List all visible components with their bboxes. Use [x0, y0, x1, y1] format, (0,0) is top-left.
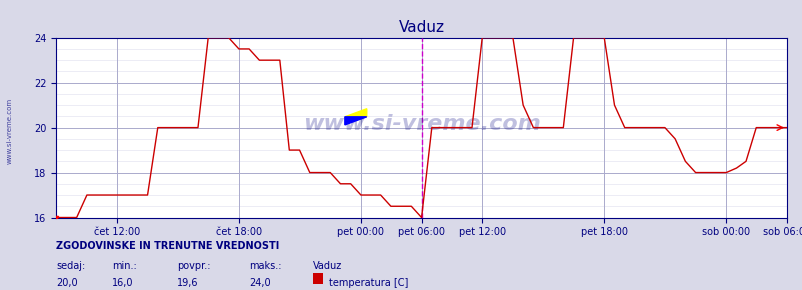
Text: www.si-vreme.com: www.si-vreme.com [6, 97, 13, 164]
Text: ZGODOVINSKE IN TRENUTNE VREDNOSTI: ZGODOVINSKE IN TRENUTNE VREDNOSTI [56, 241, 279, 251]
Text: 20,0: 20,0 [56, 278, 78, 288]
Polygon shape [344, 109, 367, 117]
Text: min.:: min.: [112, 261, 137, 271]
Text: Vaduz: Vaduz [313, 261, 342, 271]
Title: Vaduz: Vaduz [398, 20, 444, 35]
Text: 19,6: 19,6 [176, 278, 198, 288]
Text: 24,0: 24,0 [249, 278, 270, 288]
Text: temperatura [C]: temperatura [C] [329, 278, 408, 288]
Text: maks.:: maks.: [249, 261, 281, 271]
Polygon shape [344, 117, 367, 125]
Text: povpr.:: povpr.: [176, 261, 210, 271]
Text: sedaj:: sedaj: [56, 261, 85, 271]
Text: 16,0: 16,0 [112, 278, 134, 288]
Text: www.si-vreme.com: www.si-vreme.com [302, 114, 540, 134]
